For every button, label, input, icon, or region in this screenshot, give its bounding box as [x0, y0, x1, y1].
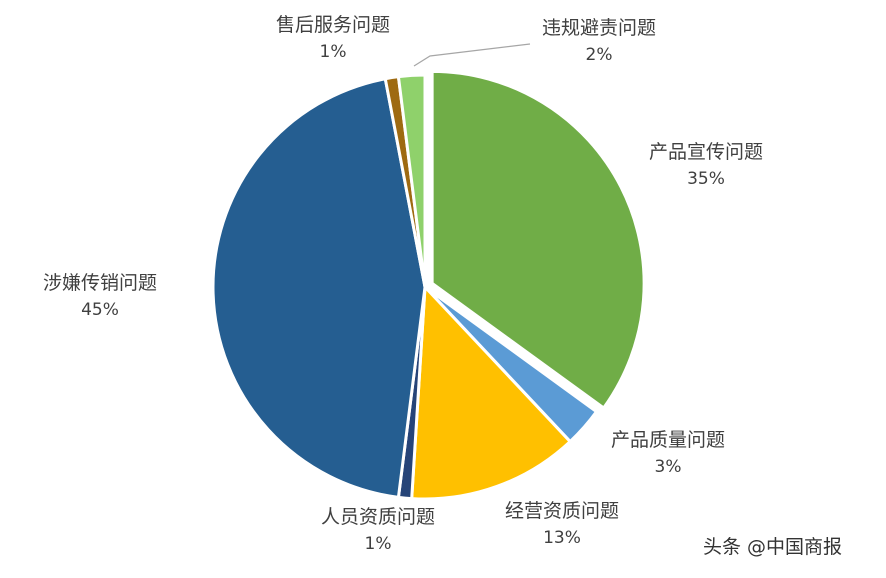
- pie-slices: [211, 69, 646, 501]
- slice-percent-label: 1%: [320, 42, 347, 62]
- slice-label: 产品质量问题: [611, 429, 725, 451]
- watermark: 头条 @中国商报: [703, 536, 842, 558]
- slice-percent-label: 13%: [543, 528, 581, 548]
- slice-label: 人员资质问题: [321, 506, 435, 528]
- slice-label: 产品宣传问题: [649, 141, 763, 163]
- leader-line: [413, 43, 531, 67]
- pie-slice: [410, 285, 572, 501]
- slice-percent-label: 1%: [365, 534, 392, 554]
- slice-percent-label: 35%: [687, 169, 725, 189]
- slice-percent-label: 45%: [81, 300, 119, 320]
- slice-label: 售后服务问题: [276, 14, 390, 36]
- pie-slice: [396, 73, 427, 289]
- slice-label: 违规避责问题: [542, 17, 656, 39]
- slice-percent-label: 3%: [655, 457, 682, 477]
- slice-percent-label: 2%: [586, 45, 613, 65]
- pie-slice: [430, 69, 646, 410]
- slice-label: 经营资质问题: [505, 500, 619, 522]
- pie-slice: [211, 77, 427, 499]
- leader-lines: [413, 43, 531, 67]
- slice-labels: 产品宣传问题 35% 产品质量问题 3% 经营资质问题 13% 人员资质问题 1% 涉嫌传销问题…: [43, 14, 763, 554]
- slice-label: 涉嫌传销问题: [43, 272, 157, 294]
